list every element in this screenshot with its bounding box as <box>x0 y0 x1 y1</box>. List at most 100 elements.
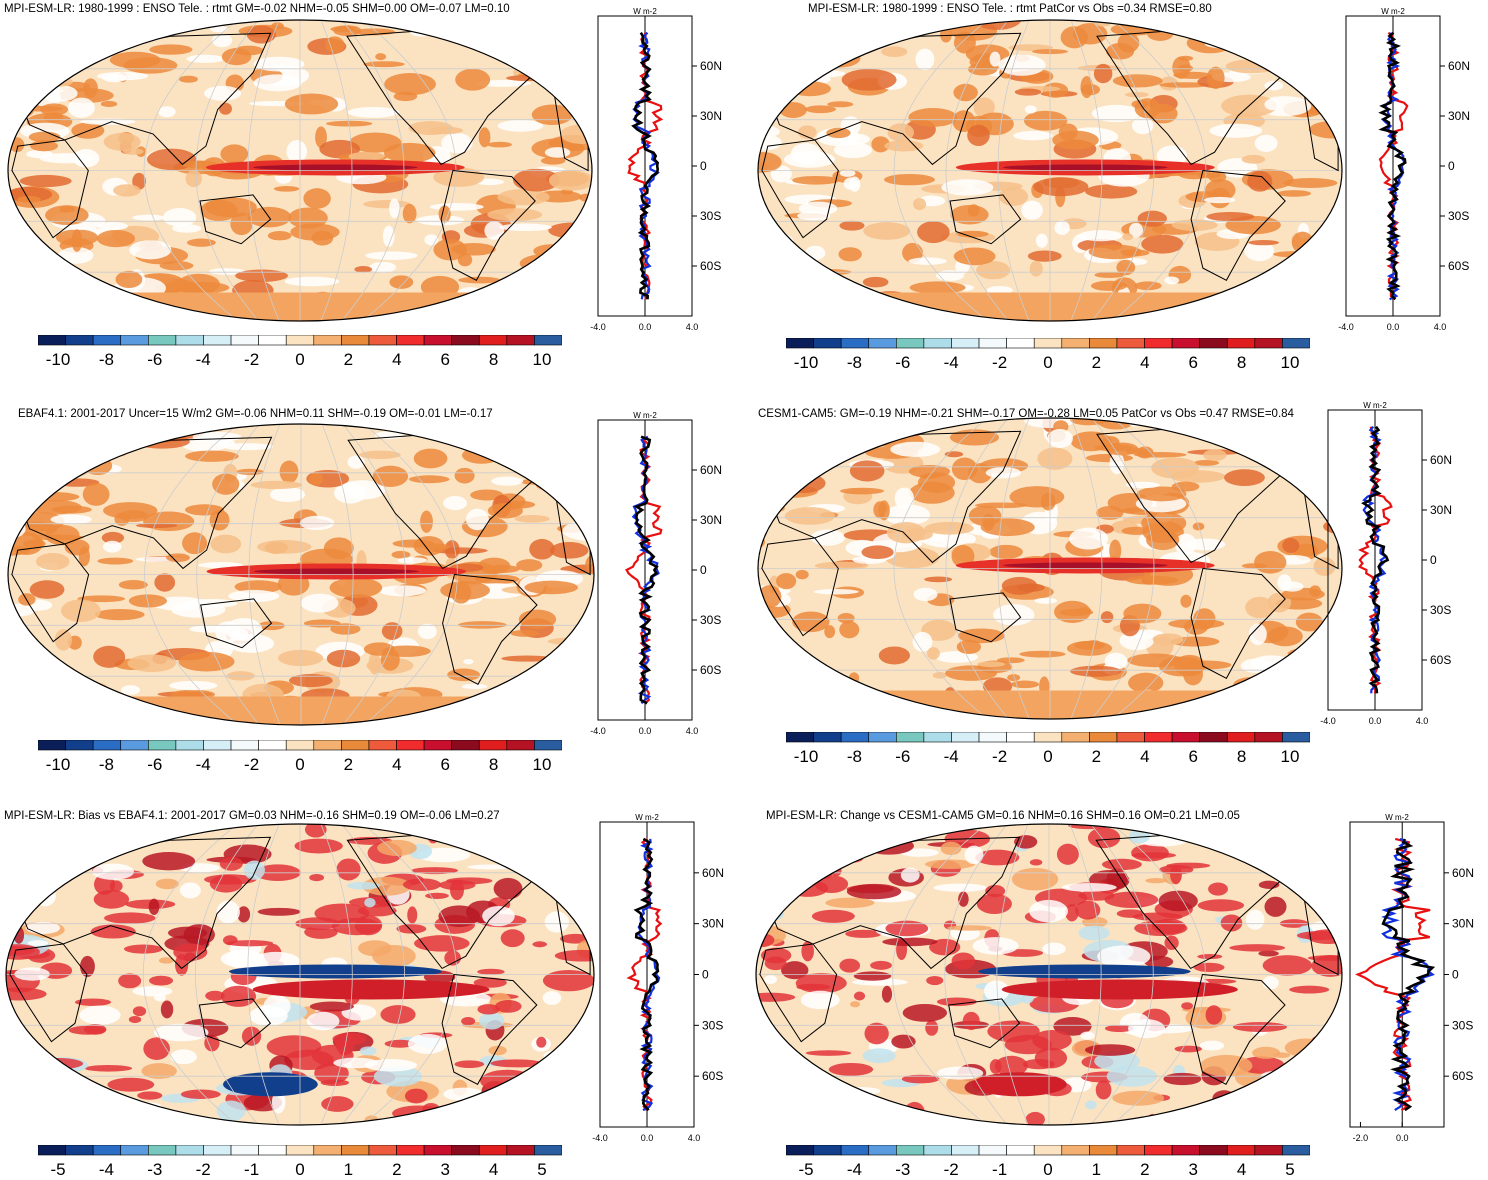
map-anomaly-patch <box>756 1107 776 1125</box>
map-anomaly-patch <box>253 74 302 92</box>
map-anomaly-patch <box>867 702 884 709</box>
map-anomaly-patch <box>1203 449 1227 461</box>
colorbar-tick-label: -3 <box>895 1160 910 1179</box>
map-anomaly-patch <box>792 297 839 318</box>
map-anomaly-patch <box>1112 74 1163 88</box>
colorbar-swatch <box>1033 338 1063 349</box>
map-anomaly-patch <box>1004 1034 1053 1055</box>
colorbar-tick-label: 0 <box>295 755 304 774</box>
map-anomaly-patch <box>108 26 149 46</box>
map-anomaly-patch <box>309 873 325 882</box>
colorbar-tick-label: -10 <box>46 755 71 774</box>
map-frame <box>757 19 1343 322</box>
colorbar-swatch <box>923 732 952 743</box>
colorbar-tick-label: -3 <box>147 1160 162 1179</box>
colorbar-swatch <box>534 335 562 346</box>
profile-lat-label: 30S <box>1448 209 1469 223</box>
map-meridian-line <box>893 20 991 321</box>
colorbar-swatch <box>148 1145 177 1156</box>
colorbar-swatch <box>478 1145 508 1156</box>
map-anomaly-patch <box>286 140 308 163</box>
map-anomaly-patch <box>478 127 491 148</box>
map-anomaly-patch <box>137 1091 163 1100</box>
map-anomaly-patch <box>1283 849 1297 871</box>
map-anomaly-patch <box>1296 931 1342 940</box>
map-anomaly-patch <box>1159 82 1209 88</box>
map-anomaly-patch <box>449 879 464 901</box>
colorbar-tick-label: -2 <box>244 350 259 369</box>
map-anomaly-patch <box>102 73 127 83</box>
map-anomaly-patch <box>97 222 129 231</box>
map-anomaly-patch <box>35 552 70 571</box>
map-anomaly-patch <box>77 295 116 308</box>
map-anomaly-patch <box>1075 900 1101 920</box>
map-anomaly-patch <box>443 495 467 511</box>
map-anomaly-patch <box>205 990 225 1001</box>
map-anomaly-patch <box>1183 618 1209 635</box>
map-anomaly-patch <box>6 830 42 838</box>
map-anomaly-patch <box>303 619 341 628</box>
map-anomaly-patch <box>1158 890 1198 912</box>
profile-lat-label: 30S <box>702 1018 723 1032</box>
map-anomaly-patch <box>416 215 465 226</box>
profile-lat-label: 30N <box>1430 503 1452 517</box>
map-anomaly-patch <box>758 134 782 151</box>
map-anomaly-patch <box>1007 674 1021 682</box>
map-anomaly-patch <box>845 929 882 938</box>
map-anomaly-patch <box>841 1087 881 1095</box>
map-anomaly-patch <box>153 1023 209 1042</box>
profile-series-black <box>1378 31 1407 301</box>
continent-africa <box>761 139 839 239</box>
map-anomaly-patch <box>1047 429 1073 449</box>
colorbar-swatch <box>313 335 342 346</box>
colorbar-swatch <box>1254 732 1283 743</box>
map-anomaly-patch <box>568 99 584 114</box>
map-anomaly-patch <box>536 271 555 279</box>
colorbar-swatch <box>1144 732 1173 743</box>
colorbar-swatch <box>1282 1145 1310 1156</box>
map-anomaly-patch <box>525 1104 579 1124</box>
colorbar-swatch <box>840 732 870 743</box>
map-anomaly-patch <box>118 973 142 989</box>
map-anomaly-patch <box>804 105 837 114</box>
map-anomaly-patch <box>180 1089 221 1100</box>
map-anomaly-patch <box>130 20 169 31</box>
map-anomaly-patch <box>828 1062 874 1076</box>
map-anomaly-patch <box>433 1109 453 1117</box>
map-anomaly-patch <box>1034 1047 1068 1069</box>
map-anomaly-patch <box>1134 920 1188 936</box>
map-anomaly-patch <box>511 424 527 432</box>
map-anomaly-patch <box>758 447 787 457</box>
map-anomaly-patch <box>1172 56 1191 79</box>
map-anomaly-patch <box>770 824 807 832</box>
profile-lat-label: 0 <box>1430 553 1437 567</box>
colorbar-tick-label: 0 <box>1043 353 1052 372</box>
map-anomaly-patch <box>1080 76 1093 99</box>
map-anomaly-patch <box>492 1105 519 1122</box>
map-anomaly-patch <box>1297 1081 1325 1090</box>
map-anomaly-patch <box>408 121 453 136</box>
map-anomaly-patch <box>64 539 90 556</box>
map-anomaly-patch <box>11 621 24 629</box>
colorbar-swatch <box>896 732 925 743</box>
map-anomaly-patch <box>1025 1111 1045 1125</box>
map-anomaly-patch <box>19 100 35 117</box>
panel-5-zonal-profile: W m-2 60N 30N 0 30S 60S -4.0 0.0 4.0 <box>592 813 724 1143</box>
map-anomaly-patch <box>8 701 34 717</box>
map-anomaly-patch <box>359 1046 377 1056</box>
map-anomaly-patch <box>1289 985 1330 994</box>
panel-5-title: MPI-ESM-LR: Bias vs EBAF4.1: 2001-2017 G… <box>4 810 500 822</box>
map-anomaly-patch <box>567 247 590 266</box>
map-anomaly-patch <box>525 869 572 880</box>
continent-australia <box>949 592 1022 643</box>
panel-6-zonal-profile: W m-2 60N 30N 0 30S 60S -2.0 0.0 <box>1349 813 1474 1143</box>
colorbar-swatch <box>65 740 94 751</box>
map-anomaly-patch <box>69 20 113 34</box>
colorbar-swatch <box>423 740 452 751</box>
colorbar-swatch <box>1282 732 1310 743</box>
map-anomaly-patch <box>1106 868 1128 889</box>
colorbar-tick-label: -1 <box>992 1160 1007 1179</box>
map-anomaly-patch <box>354 265 373 273</box>
map-anomaly-patch <box>515 1082 546 1103</box>
map-anomaly-patch <box>967 124 990 147</box>
